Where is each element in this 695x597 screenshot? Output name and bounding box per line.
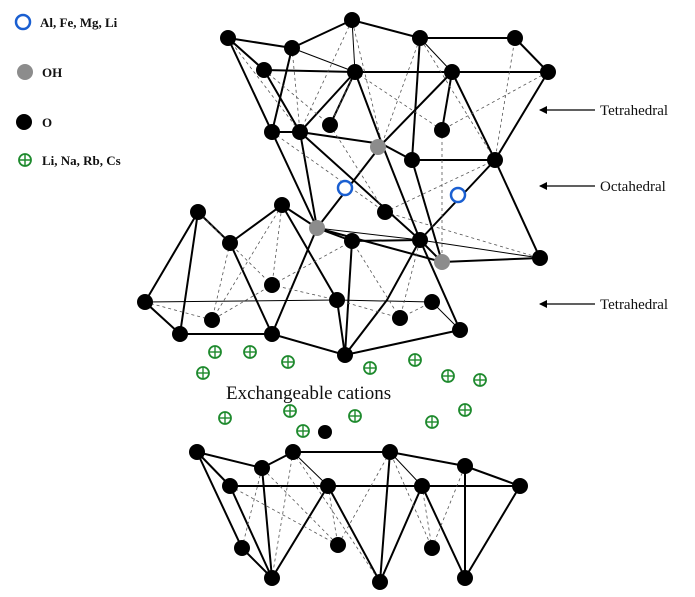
exchangeable-cation-atom xyxy=(243,345,257,359)
exchangeable-cation-atom xyxy=(473,373,487,387)
legend-label-exchangeable-cations: Li, Na, Rb, Cs xyxy=(42,153,121,168)
bottom-tetrahedral-sheet xyxy=(196,451,521,585)
legend: Al, Fe, Mg, Li OH O Li, Na, Rb, Cs xyxy=(14,13,121,168)
exchangeable-cation-atom xyxy=(196,366,210,380)
oxygen-atoms xyxy=(137,12,556,590)
legend-label-octahedral-cations: Al, Fe, Mg, Li xyxy=(40,15,118,30)
legend-label-hydroxyl: OH xyxy=(42,65,62,80)
tetrahedral-bottom-callout: Tetrahedral xyxy=(539,297,668,313)
exchangeable-cation-atom xyxy=(218,411,232,425)
exchangeable-cation-atom xyxy=(283,404,297,418)
middle-tetrahedral-sheet xyxy=(143,203,461,357)
tetrahedral-top-callout: Tetrahedral xyxy=(539,103,668,119)
octahedral-cation-atoms xyxy=(336,179,467,204)
exchangeable-cation-atoms xyxy=(196,345,487,438)
legend-label-oxygen: O xyxy=(42,115,52,130)
exchangeable-cations-label: Exchangeable cations xyxy=(226,383,391,404)
exchangeable-cation-atom xyxy=(408,353,422,367)
gray-dot-icon xyxy=(17,64,33,80)
octahedral-label: Octahedral xyxy=(600,179,666,195)
octahedral-callout: Octahedral xyxy=(539,179,666,195)
exchangeable-cation-atom xyxy=(208,345,222,359)
green-cation-icon xyxy=(18,153,32,167)
exchangeable-cation-atom xyxy=(425,415,439,429)
black-dot-icon xyxy=(16,114,32,130)
blue-ring-icon xyxy=(14,13,32,31)
exchangeable-cation-atom xyxy=(363,361,377,375)
exchangeable-cation-atom xyxy=(348,409,362,423)
tetrahedral-top-label: Tetrahedral xyxy=(600,103,668,119)
tetrahedral-bottom-label: Tetrahedral xyxy=(600,297,668,313)
hydroxyl-atoms xyxy=(309,139,450,270)
exchangeable-cation-atom xyxy=(458,403,472,417)
exchangeable-cation-atom xyxy=(441,369,455,383)
exchangeable-cation-atom xyxy=(281,355,295,369)
exchangeable-cation-atom xyxy=(296,424,310,438)
